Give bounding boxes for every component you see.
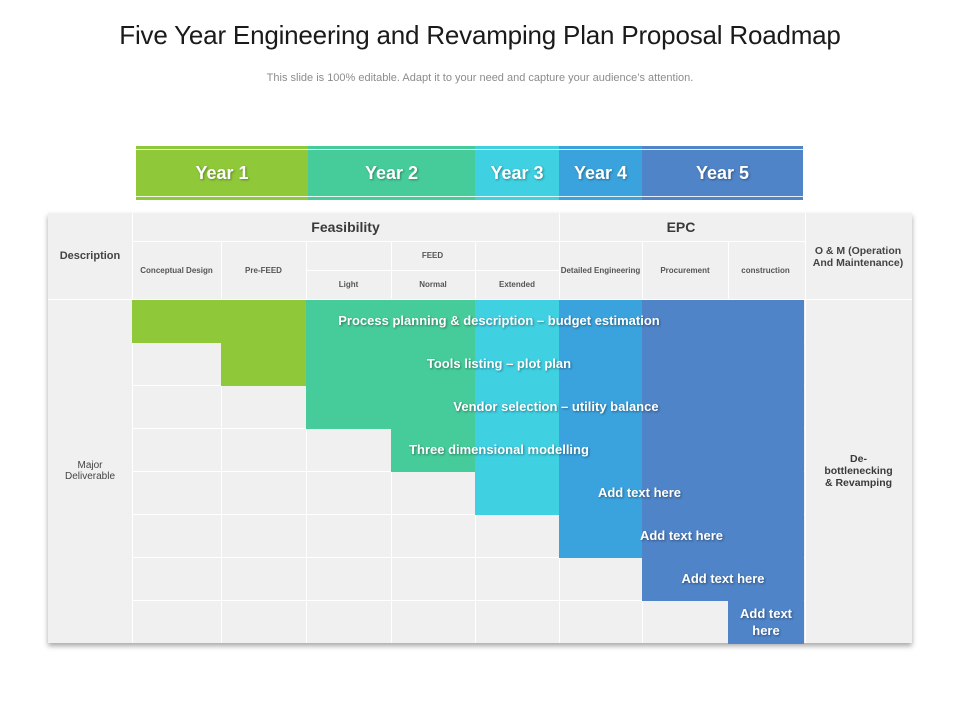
deliverable-label: Add text here xyxy=(681,571,765,587)
deliverable-segment-year5 xyxy=(642,558,804,601)
grid-hline xyxy=(306,270,559,271)
extended-header: Extended xyxy=(498,279,535,289)
year-2-header: Year 2 xyxy=(308,146,475,200)
om-deliverable-text: De-bottlenecking & Revamping xyxy=(824,452,893,490)
year-5-header: Year 5 xyxy=(642,146,803,200)
deliverable-segment-year5 xyxy=(642,472,804,515)
deliverable-bar xyxy=(559,515,804,558)
normal-header: Normal xyxy=(419,279,447,289)
deliverable-label: Vendor selection – utility balance xyxy=(453,399,659,415)
year-3-header: Year 3 xyxy=(475,146,559,200)
roadmap-grid: Description Feasibility EPC O & M (Opera… xyxy=(48,213,912,644)
deliverable-segment-year1 xyxy=(132,300,306,343)
deliverable-segment-year4 xyxy=(559,472,642,515)
deliverable-segment-year2 xyxy=(306,386,475,429)
deliverable-segment-year5 xyxy=(642,429,804,472)
deliverable-segment-year1 xyxy=(221,343,306,386)
grid-hline xyxy=(132,241,805,242)
deliverable-label: Process planning & description – budget … xyxy=(338,313,660,329)
deliverable-segment-year5 xyxy=(642,515,804,558)
grid-vline xyxy=(805,213,806,643)
deliverable-segment-year3 xyxy=(475,429,559,472)
deliverable-bar xyxy=(391,429,804,472)
grid-vline xyxy=(221,242,222,643)
deliverable-label: Three dimensional modelling xyxy=(409,442,589,458)
grid-hline xyxy=(132,557,805,558)
deliverable-bar xyxy=(728,601,804,644)
page-subtitle: This slide is 100% editable. Adapt it to… xyxy=(266,72,694,84)
deliverable-segment-year4 xyxy=(559,386,642,429)
deliverable-segment-year3 xyxy=(475,343,559,386)
grid-hline xyxy=(132,600,805,601)
deliverable-bar xyxy=(642,558,804,601)
deliverable-segment-year5 xyxy=(728,601,804,644)
deliverable-segment-year5 xyxy=(642,300,804,343)
page-title: Five Year Engineering and Revamping Plan… xyxy=(119,20,841,50)
deliverable-segment-year4 xyxy=(559,429,642,472)
deliverable-label: Add text here xyxy=(639,528,724,544)
grid-vline xyxy=(306,242,307,643)
grid-hline xyxy=(132,514,805,515)
conceptual-design-header: Conceptual Design xyxy=(140,265,213,275)
deliverable-label: Add text here xyxy=(597,485,682,501)
detailed-engineering-header: Detailed Engineering xyxy=(560,265,641,275)
feed-header: FEED xyxy=(421,251,444,261)
major-deliverable-text: Major Deliverable xyxy=(64,459,116,483)
deliverable-segment-year4 xyxy=(559,515,642,558)
feasibility-header: Feasibility xyxy=(311,218,380,235)
deliverable-label: Add text here xyxy=(740,606,792,638)
deliverable-segment-year2 xyxy=(306,343,475,386)
deliverable-segment-year2 xyxy=(306,300,475,343)
om-deliverable-label: De-bottlenecking & Revamping xyxy=(805,299,912,643)
deliverable-segment-year4 xyxy=(559,300,642,343)
deliverable-segment-year5 xyxy=(642,343,804,386)
description-header: Description xyxy=(59,249,121,262)
light-header: Light xyxy=(338,279,359,289)
grid-hline xyxy=(48,299,912,300)
construction-header: construction xyxy=(741,265,790,275)
deliverable-bar xyxy=(306,386,804,429)
year-1-header: Year 1 xyxy=(136,146,308,200)
deliverable-bar xyxy=(221,343,804,386)
deliverable-segment-year5 xyxy=(642,386,804,429)
procurement-header: Procurement xyxy=(660,265,710,275)
deliverable-label: Tools listing – plot plan xyxy=(426,356,572,372)
deliverable-bar xyxy=(132,300,804,343)
year-4-header: Year 4 xyxy=(559,146,642,200)
deliverable-bar xyxy=(475,472,804,515)
deliverable-segment-year3 xyxy=(475,386,559,429)
major-deliverable-label: Major Deliverable xyxy=(48,299,132,643)
om-header: O & M (Operation And Maintenance) xyxy=(812,244,904,269)
deliverable-segment-year4 xyxy=(559,343,642,386)
pre-feed-header: Pre-FEED xyxy=(245,265,282,275)
deliverable-segment-year3 xyxy=(475,472,559,515)
deliverable-segment-year3 xyxy=(475,300,559,343)
deliverable-segment-year2 xyxy=(391,429,475,472)
epc-header: EPC xyxy=(666,218,696,235)
